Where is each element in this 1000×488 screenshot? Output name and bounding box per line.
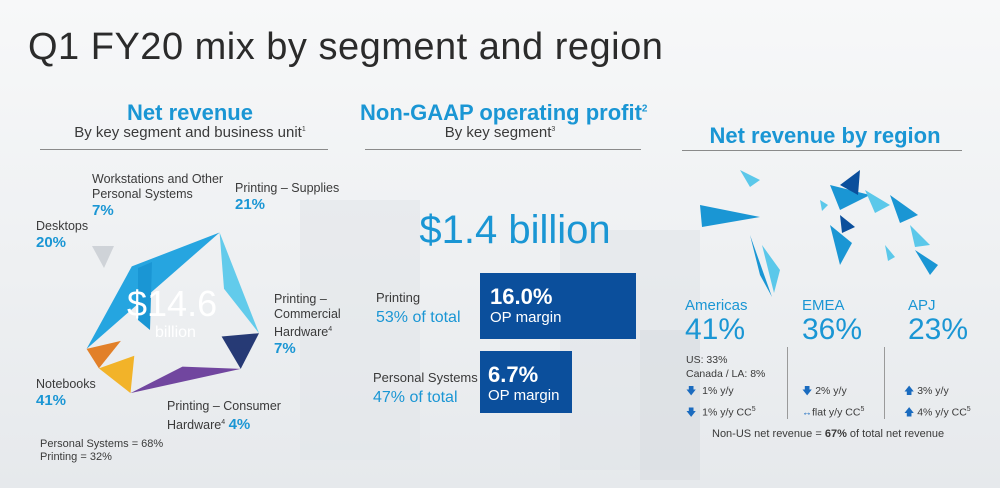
page-title: Q1 FY20 mix by segment and region xyxy=(28,26,664,68)
op-profit-heading: Non-GAAP operating profit2 xyxy=(360,100,648,125)
americas-yy: 🡇 1% y/y xyxy=(686,385,734,397)
net-revenue-subheading: By key segment and business unit1 xyxy=(74,124,306,141)
arrow-down-icon: 🡇 xyxy=(686,407,697,419)
personal-systems-unit: Personal Systems 47% of total xyxy=(373,370,478,406)
printing-unit: Printing 53% of total xyxy=(376,290,461,326)
region-name-americas: Americas xyxy=(685,297,748,314)
pie-slice-notebooks xyxy=(86,232,220,349)
region-name-emea: EMEA xyxy=(802,297,845,314)
flat-arrows-icon: ↔ xyxy=(802,407,812,419)
emea-cc: ↔flat y/y CC5 xyxy=(802,406,865,419)
op-profit-total: $1.4 billion xyxy=(419,208,611,252)
arrow-up-icon: 🡅 xyxy=(904,386,915,397)
region-pct-apj: 23% xyxy=(908,313,969,346)
arrow-down-icon: 🡇 xyxy=(686,386,697,397)
americas-canada-la-share: Canada / LA: 8% xyxy=(686,368,766,380)
label-printing-commercial: Printing – Commercial Hardware4 7% xyxy=(274,292,341,358)
personal-systems-margin-box: 6.7% OP margin xyxy=(480,351,572,413)
desktops-marker xyxy=(92,246,114,268)
arrow-up-icon: 🡅 xyxy=(904,407,915,419)
region-pct-americas: 41% xyxy=(685,313,746,346)
region-divider-1 xyxy=(787,347,788,419)
label-desktops: Desktops 20% xyxy=(36,219,89,251)
printing-total: Printing = 32% xyxy=(40,451,112,463)
region-divider-2 xyxy=(884,347,885,419)
label-notebooks: Notebooks 41% xyxy=(36,377,96,409)
divider-middle xyxy=(365,149,641,150)
pie-slice-desktops xyxy=(219,232,259,334)
divider-right xyxy=(682,150,962,151)
printing-margin-box: 16.0% OP margin xyxy=(480,273,636,339)
region-pct-emea: 36% xyxy=(802,313,863,346)
non-us-revenue-note: Non-US net revenue = 67% of total net re… xyxy=(712,428,945,440)
label-printing-supplies: Printing – Supplies 21% xyxy=(235,181,340,213)
op-profit-subheading: By key segment3 xyxy=(444,124,556,141)
label-workstations: Workstations and Other Personal Systems … xyxy=(92,172,224,219)
center-shard xyxy=(138,262,152,330)
region-heading: Net revenue by region xyxy=(709,123,941,148)
net-revenue-heading: Net revenue xyxy=(127,100,253,125)
apj-cc: 🡅 4% y/y CC5 xyxy=(904,406,971,419)
pie-slice-printing-consumer-hardware xyxy=(86,340,121,369)
americas-cc: 🡇 1% y/y CC5 xyxy=(686,406,756,419)
chart-center-value: $14.6 xyxy=(127,283,218,324)
world-map-graphic xyxy=(700,170,938,297)
region-name-apj: APJ xyxy=(908,297,936,314)
americas-us-share: US: 33% xyxy=(686,354,728,366)
divider-left xyxy=(40,149,328,150)
pie-slice-printing-commercial-hardware xyxy=(98,355,135,394)
arrow-down-icon: 🡇 xyxy=(802,386,813,397)
pie-slice-printing-supplies xyxy=(130,366,241,394)
personal-systems-total: Personal Systems = 68% xyxy=(40,438,164,450)
apj-yy: 🡅 3% y/y xyxy=(904,385,949,397)
pie-slice-workstations-and-other-personal-systems xyxy=(221,333,259,369)
segment-chart xyxy=(86,232,259,394)
chart-center-unit: billion xyxy=(155,324,196,341)
emea-yy: 🡇 2% y/y xyxy=(802,385,847,397)
label-printing-consumer: Printing – Consumer Hardware4 4% xyxy=(167,399,281,434)
